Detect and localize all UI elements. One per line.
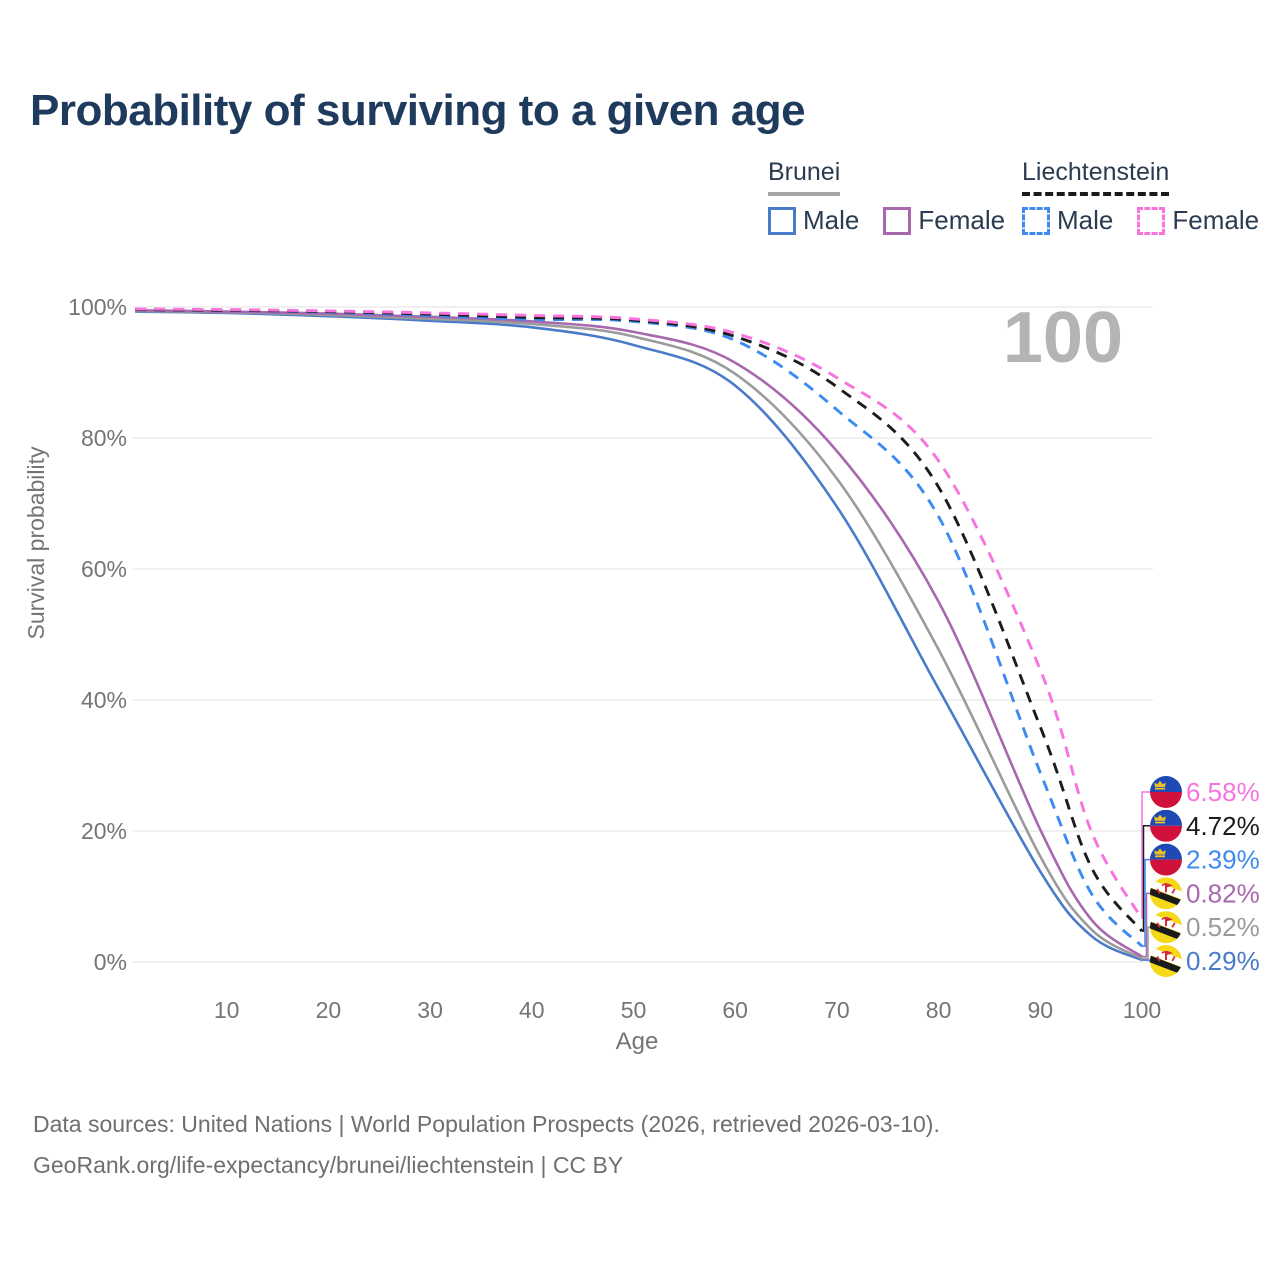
legend-label-brunei-male: Male bbox=[803, 205, 860, 235]
legend-group-title-brunei[interactable]: Brunei bbox=[768, 158, 841, 196]
page-title: Probability of surviving to a given age bbox=[30, 86, 806, 135]
end-label-brunei-both: 0.52% bbox=[1186, 912, 1260, 942]
end-label-liechtenstein-male: 2.39% bbox=[1186, 845, 1260, 875]
y-tick-label: 100% bbox=[68, 294, 127, 320]
legend-item-brunei-female[interactable]: Female bbox=[883, 205, 1005, 236]
liechtenstein-flag-icon bbox=[1150, 843, 1182, 876]
age-cursor-label: 100 bbox=[1003, 298, 1123, 378]
legend-label-liechtenstein-female: Female bbox=[1172, 205, 1260, 235]
legend-group-brunei: Brunei Male Female bbox=[768, 158, 1005, 236]
end-label-liechtenstein-both: 4.72% bbox=[1186, 811, 1260, 841]
curve-brunei-both[interactable] bbox=[135, 309, 1143, 960]
leader-line-liechtenstein-female bbox=[1141, 791, 1150, 919]
legend-group-liechtenstein: Liechtenstein Male Female bbox=[1022, 158, 1259, 236]
curve-liechtenstein-both[interactable] bbox=[135, 308, 1144, 933]
brunei-flag-icon bbox=[1150, 911, 1182, 944]
leader-line-liechtenstein-male bbox=[1142, 858, 1150, 948]
footer-source-line: Data sources: United Nations | World Pop… bbox=[33, 1111, 940, 1137]
curve-liechtenstein-female[interactable] bbox=[135, 307, 1144, 920]
leader-line-brunei-female bbox=[1142, 892, 1150, 958]
legend-label-brunei-female: Female bbox=[918, 205, 1006, 235]
y-tick-label: 60% bbox=[81, 556, 127, 582]
legend-swatch-brunei-male bbox=[768, 206, 796, 235]
x-tick-label: 70 bbox=[824, 997, 850, 1023]
leader-line-brunei-both bbox=[1142, 926, 1150, 960]
leader-line-brunei-male bbox=[1142, 959, 1151, 962]
x-tick-label: 20 bbox=[316, 997, 342, 1023]
x-tick-label: 60 bbox=[722, 997, 748, 1023]
x-axis-title: Age bbox=[616, 1028, 659, 1055]
liechtenstein-flag-icon bbox=[1150, 809, 1182, 842]
x-tick-label: 40 bbox=[519, 997, 545, 1023]
y-tick-label: 0% bbox=[94, 949, 127, 975]
legend-label-liechtenstein-male: Male bbox=[1057, 205, 1114, 235]
legend-swatch-brunei-female bbox=[883, 206, 912, 235]
end-label-liechtenstein-female: 6.58% bbox=[1186, 777, 1260, 807]
legend-item-liechtenstein-male[interactable]: Male bbox=[1022, 205, 1113, 236]
brunei-flag-icon bbox=[1150, 945, 1182, 977]
curve-brunei-male[interactable] bbox=[135, 310, 1143, 962]
liechtenstein-flag-icon bbox=[1150, 776, 1182, 808]
end-label-brunei-male: 0.29% bbox=[1186, 946, 1260, 976]
x-tick-label: 80 bbox=[926, 997, 952, 1023]
x-tick-label: 10 bbox=[214, 997, 240, 1023]
legend-swatch-liechtenstein-male bbox=[1022, 206, 1050, 235]
end-label-brunei-female: 0.82% bbox=[1186, 878, 1260, 908]
footer-url-line: GeoRank.org/life-expectancy/brunei/liech… bbox=[33, 1152, 624, 1178]
x-tick-label: 50 bbox=[621, 997, 647, 1023]
legend-item-brunei-male[interactable]: Male bbox=[768, 205, 859, 236]
brunei-flag-icon bbox=[1150, 877, 1182, 910]
curve-liechtenstein-male[interactable] bbox=[135, 308, 1144, 948]
x-tick-label: 90 bbox=[1028, 997, 1054, 1023]
legend-item-liechtenstein-female[interactable]: Female bbox=[1137, 205, 1259, 236]
x-tick-label: 30 bbox=[417, 997, 443, 1023]
legend-items-liechtenstein: Male Female bbox=[1022, 205, 1259, 236]
curve-brunei-female[interactable] bbox=[135, 309, 1143, 958]
y-tick-label: 80% bbox=[81, 425, 127, 451]
x-tick-label: 100 bbox=[1123, 997, 1161, 1023]
legend-items-brunei: Male Female bbox=[768, 205, 1005, 236]
legend-swatch-liechtenstein-female bbox=[1137, 206, 1166, 235]
y-axis-title: Survival probability bbox=[23, 446, 49, 640]
y-tick-label: 40% bbox=[81, 687, 127, 713]
y-tick-label: 20% bbox=[81, 818, 127, 844]
footer: Data sources: United Nations | World Pop… bbox=[33, 1104, 940, 1186]
legend-group-title-liechtenstein[interactable]: Liechtenstein bbox=[1022, 158, 1170, 196]
leader-line-liechtenstein-both bbox=[1142, 825, 1150, 932]
